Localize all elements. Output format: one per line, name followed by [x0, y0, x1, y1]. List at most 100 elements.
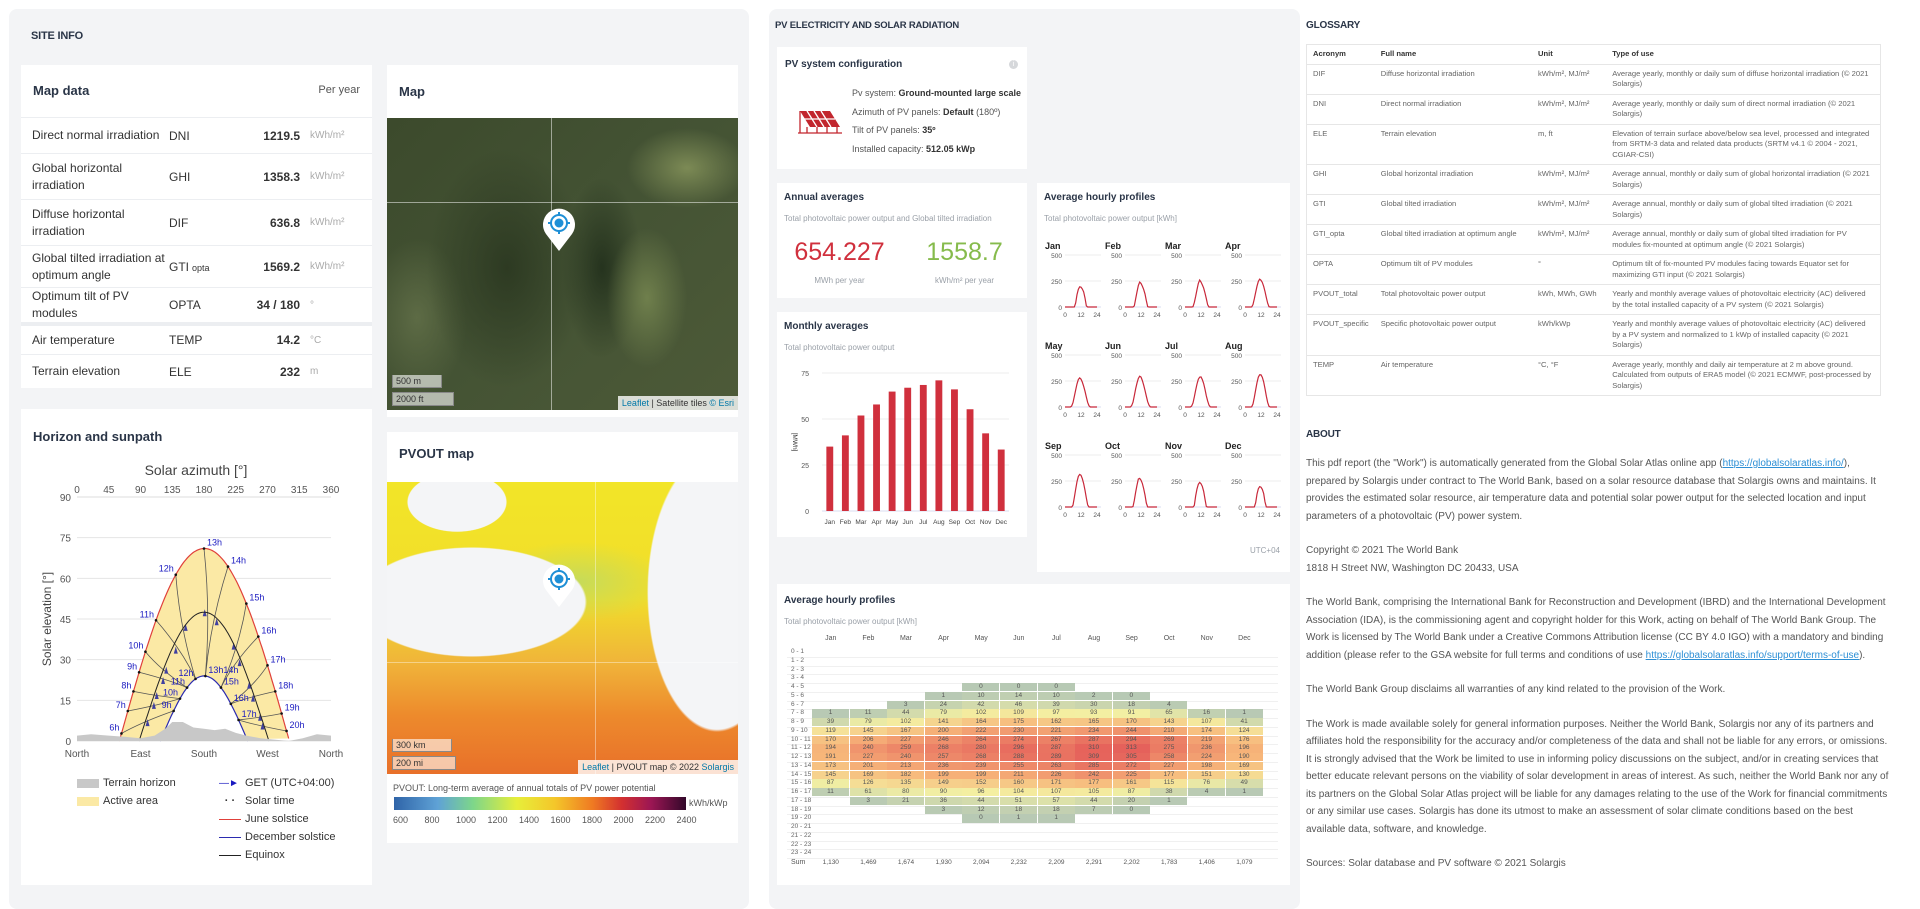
heatmap-cell: 225	[1112, 770, 1150, 779]
row-value: 1569.2	[263, 259, 300, 274]
leaflet-link[interactable]: Leaflet	[582, 762, 610, 772]
heatmap-cell: 79	[924, 709, 962, 718]
x-tick-label: Jun	[902, 519, 913, 526]
row-acronym: DIF	[169, 216, 235, 230]
heatmap-month-header: Jan	[825, 635, 837, 642]
glossary-cell: DIF	[1306, 63, 1375, 94]
about-intro: This pdf report (the "Work") is automati…	[1306, 455, 1891, 525]
heatmap-hour-label: 7 - 8	[791, 709, 805, 717]
hour-label: 16h	[261, 626, 276, 636]
y-tick-label: 25	[801, 463, 809, 470]
profile-line	[1065, 473, 1097, 508]
profile-line	[1245, 278, 1277, 308]
direction-arrow	[251, 694, 256, 702]
heatmap-cell: 42	[962, 700, 1000, 709]
heatmap-hour-label: 14 - 15	[791, 770, 812, 778]
heatmap-hour-label: 4 - 5	[791, 683, 805, 690]
x-tick-label: 225	[227, 485, 244, 496]
heatmap-row-line	[787, 656, 1278, 658]
hour-line	[127, 698, 181, 712]
y-tick-label: 0	[1058, 505, 1062, 512]
scale-imperial: 200 mi	[392, 756, 456, 770]
heatmap-sum-value: 2,094	[973, 859, 990, 866]
compass-label: East	[130, 749, 150, 760]
heatmap-cell: 107	[1037, 788, 1075, 797]
info-icon[interactable]: i	[1009, 60, 1018, 69]
annual-title: Annual averages	[784, 192, 865, 203]
row-label: Global tilted irradiation at optimum ang…	[32, 250, 165, 282]
y-tick-label: 500	[1111, 253, 1122, 260]
heatmap-cell: 169	[1225, 761, 1263, 770]
terms-link[interactable]: https://globalsolaratlas.info/support/te…	[1645, 649, 1860, 661]
hour-label: 10h	[128, 641, 143, 651]
glossary-row: DIF Diffuse horizontal irradiation kWh/m²,…	[1306, 63, 1881, 94]
x-tick-label: 24	[1273, 412, 1281, 419]
glossary-cell: m, ft	[1531, 123, 1607, 165]
glossary-cell: Global tilted irradiation	[1374, 194, 1532, 225]
row-unit: kWh/m²	[310, 130, 345, 141]
hour-line	[121, 710, 174, 734]
gti-value: 1558.7	[926, 238, 1003, 266]
gsa-link[interactable]: https://globalsolaratlas.info/	[1722, 458, 1844, 469]
solar-time-dot	[120, 732, 123, 735]
bar-sep	[951, 389, 958, 511]
heatmap-cell: 285	[1075, 761, 1113, 770]
scale-metric: 500 m	[392, 375, 442, 388]
leaflet-link[interactable]: Leaflet	[621, 398, 649, 408]
solargis-link[interactable]: Solargis	[701, 762, 734, 772]
esri-link[interactable]: © Esri	[709, 398, 734, 408]
row-value: 14.2	[276, 333, 300, 347]
heatmap-cell: 200	[924, 726, 962, 735]
direction-arrow	[202, 609, 207, 617]
about-intro-text: ), prepared by Solargis under contract t…	[1306, 458, 1876, 522]
pvout-map[interactable]: 300 km 200 mi Leaflet | PVOUT map © 2022…	[387, 482, 738, 774]
heatmap-sum-value: 1,783	[1161, 859, 1178, 866]
row-acronym: TEMP	[169, 333, 235, 347]
y-tick-label: 500	[1171, 453, 1182, 460]
glossary-header-row: Acronym Full name Unit Type of use	[1306, 44, 1881, 64]
heatmap-cell: 305	[1112, 753, 1150, 762]
glossary-cell: Total photovoltaic power output	[1374, 284, 1532, 315]
heatmap-cell: 199	[924, 770, 962, 779]
heatmap-cell: 87	[1112, 788, 1150, 797]
location-marker-icon[interactable]	[541, 562, 577, 608]
solar-time-dot	[226, 565, 230, 568]
heatmap-cell: 44	[1075, 796, 1113, 805]
solar-time-dot	[144, 650, 147, 654]
heatmap-cell: 90	[924, 788, 962, 797]
heatmap-sum-value: 1,469	[860, 859, 877, 866]
hour-line	[220, 603, 247, 688]
y-tick-label: 0	[1118, 405, 1122, 412]
y-tick-label: 250	[1231, 279, 1242, 286]
pvout-unit: MWh per year	[814, 276, 865, 285]
glossary-cell: Average yearly, monthly and daily air te…	[1606, 354, 1881, 396]
copyright-line: Copyright © 2021 The World Bank	[1306, 545, 1459, 556]
heatmap-cell: 51	[1000, 796, 1038, 805]
location-marker-icon[interactable]	[541, 206, 577, 252]
y-tick-label: 500	[1111, 353, 1122, 360]
heatmap-hour-label: 9 - 10	[791, 726, 808, 734]
heatmap-cell: 10	[1037, 691, 1075, 700]
glossary-header: Type of use	[1606, 44, 1881, 64]
heatmap-cell: 109	[1000, 709, 1038, 718]
heatmap-cell: 160	[1000, 779, 1038, 788]
heatmap-month-header: Aug	[1087, 635, 1101, 642]
colorbar-tick: 2400	[676, 815, 697, 825]
heatmap-hour-label: 23 - 24	[791, 849, 812, 857]
bar-mar	[857, 415, 865, 511]
heatmap-cell: 39	[1037, 700, 1075, 709]
config-label: Pv system:	[852, 88, 899, 98]
x-tick-label: 0	[1123, 412, 1127, 419]
satellite-map[interactable]: 500 m 2000 ft Leaflet | Satellite tiles …	[387, 118, 738, 410]
glossary-cell: Global tilted irradiation at optimum ang…	[1374, 224, 1532, 255]
map-grid-line	[551, 118, 552, 410]
heatmap-cell: 230	[1000, 726, 1038, 735]
heatmap-cell: 288	[1000, 753, 1038, 762]
acronym-sub: opta	[192, 262, 210, 273]
heatmap-cell: 96	[962, 788, 1000, 797]
heatmap-cell: 191	[812, 753, 850, 762]
x-tick-label: Nov	[980, 519, 992, 526]
heatmap-sum-value: 1,930	[935, 859, 952, 866]
colorbar-tick: 1600	[550, 815, 571, 825]
x-tick-label: 24	[1093, 412, 1101, 419]
